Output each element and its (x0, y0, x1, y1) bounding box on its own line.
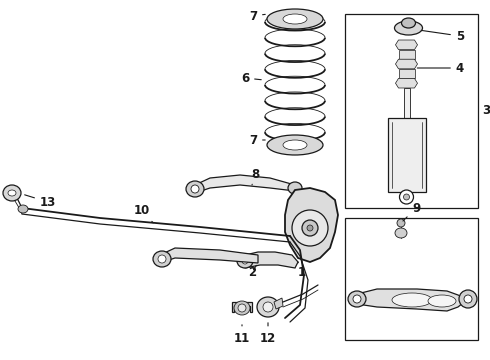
Polygon shape (395, 78, 417, 88)
Text: 10: 10 (134, 203, 153, 223)
Text: 11: 11 (234, 325, 250, 345)
Ellipse shape (283, 14, 307, 24)
Ellipse shape (302, 220, 318, 236)
Ellipse shape (464, 295, 472, 303)
Ellipse shape (153, 251, 171, 267)
Ellipse shape (263, 302, 273, 312)
Ellipse shape (399, 190, 414, 204)
Bar (345, 218, 478, 340)
Polygon shape (285, 188, 338, 262)
Ellipse shape (237, 254, 253, 268)
Ellipse shape (292, 210, 328, 246)
Text: 9: 9 (403, 202, 420, 221)
Text: 7: 7 (249, 9, 265, 22)
Ellipse shape (186, 181, 204, 197)
Text: 7: 7 (249, 134, 265, 147)
Text: 6: 6 (241, 72, 261, 85)
Ellipse shape (288, 182, 302, 194)
Ellipse shape (428, 295, 456, 307)
Ellipse shape (348, 291, 366, 307)
Text: 1: 1 (298, 262, 306, 279)
Ellipse shape (267, 9, 323, 29)
Bar (388, 118, 425, 192)
Ellipse shape (403, 194, 410, 200)
Ellipse shape (3, 185, 21, 201)
Polygon shape (274, 298, 283, 309)
Ellipse shape (158, 255, 166, 263)
Polygon shape (357, 289, 468, 311)
Ellipse shape (8, 190, 16, 196)
Ellipse shape (307, 225, 313, 231)
Ellipse shape (18, 205, 28, 213)
Polygon shape (242, 252, 298, 268)
Ellipse shape (242, 258, 248, 264)
Ellipse shape (238, 304, 246, 312)
Ellipse shape (267, 135, 323, 155)
Ellipse shape (401, 18, 416, 28)
Text: 13: 13 (24, 195, 56, 208)
Bar (345, 14, 478, 208)
Polygon shape (160, 248, 258, 263)
Ellipse shape (353, 295, 361, 303)
Text: 5: 5 (421, 30, 464, 42)
Ellipse shape (283, 140, 307, 150)
Text: 12: 12 (260, 323, 276, 345)
Polygon shape (232, 302, 252, 312)
Text: 3: 3 (482, 104, 490, 117)
Ellipse shape (459, 290, 477, 308)
Ellipse shape (191, 185, 199, 193)
Ellipse shape (234, 301, 250, 315)
Text: 8: 8 (251, 168, 259, 185)
Text: 2: 2 (248, 265, 256, 279)
Polygon shape (398, 69, 415, 78)
Ellipse shape (257, 297, 279, 317)
Polygon shape (395, 59, 417, 69)
Polygon shape (395, 40, 417, 50)
Polygon shape (195, 175, 295, 193)
Polygon shape (398, 50, 415, 59)
Text: 4: 4 (417, 62, 464, 75)
Ellipse shape (394, 21, 422, 35)
Ellipse shape (397, 219, 405, 227)
Ellipse shape (392, 293, 432, 307)
Ellipse shape (395, 228, 407, 238)
Bar (403, 88, 410, 118)
